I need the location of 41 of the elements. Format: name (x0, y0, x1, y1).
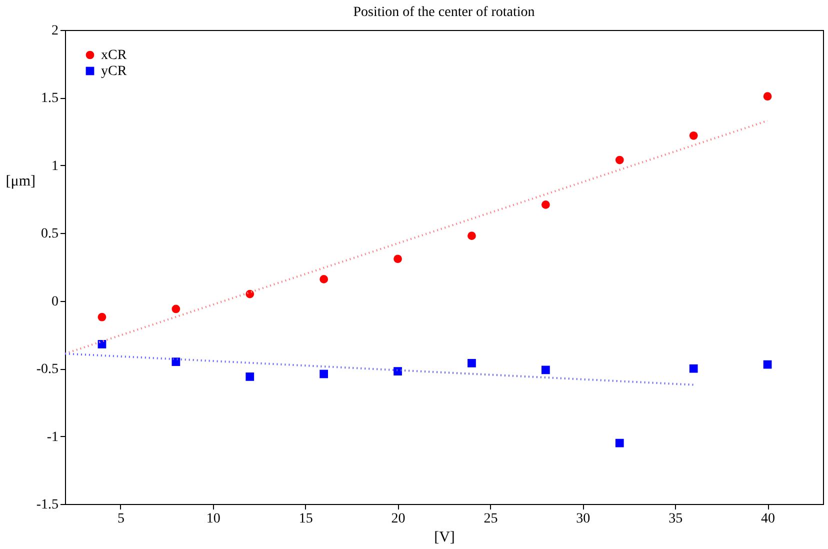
x-tick-label: 5 (117, 512, 124, 526)
x-axis-title: [V] (434, 530, 455, 546)
y-axis-title: [μm] (6, 174, 36, 190)
x-tick-label: 15 (298, 512, 313, 526)
point (320, 370, 328, 378)
point (689, 364, 698, 373)
point (615, 438, 624, 448)
x-tick-label: 10 (206, 512, 220, 526)
point (763, 360, 772, 369)
point (246, 372, 254, 381)
x-tick-label: 20 (391, 512, 406, 526)
point (394, 254, 402, 264)
legend-label: xCR (101, 48, 128, 63)
point (615, 156, 624, 164)
point (98, 340, 106, 348)
point (763, 92, 772, 101)
point (172, 358, 180, 366)
point (394, 367, 402, 376)
point (172, 304, 180, 314)
point (689, 131, 698, 140)
y-tick-label: -1 (46, 430, 58, 445)
point (468, 232, 476, 240)
x-tick-label: 30 (576, 512, 590, 526)
y-tick-label: 1.5 (41, 91, 58, 106)
chart-title: Position of the center of rotation (353, 5, 535, 20)
point (468, 358, 476, 368)
y-tick-label: 1 (52, 158, 58, 174)
point (98, 312, 106, 322)
legend-label: yCR (101, 64, 128, 79)
y-tick-label: -0.5 (36, 362, 58, 378)
point (542, 200, 550, 209)
x-tick-label: 25 (484, 512, 498, 526)
y-tick-label: -1.5 (36, 498, 58, 512)
y-tick-label: 0.5 (41, 226, 58, 242)
x-tick-label: 40 (761, 512, 776, 526)
point (246, 290, 254, 298)
y-tick-label: 2 (52, 24, 58, 38)
x-tick-label: 35 (668, 512, 683, 526)
point (320, 275, 328, 284)
y-tick-label: 0 (52, 294, 58, 310)
point (542, 366, 550, 374)
